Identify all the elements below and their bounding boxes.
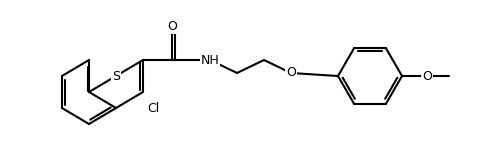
Text: NH: NH bbox=[201, 54, 219, 66]
Text: O: O bbox=[422, 70, 432, 83]
Text: Cl: Cl bbox=[147, 102, 159, 115]
Text: O: O bbox=[167, 20, 177, 32]
Text: S: S bbox=[112, 70, 120, 83]
Text: O: O bbox=[286, 66, 296, 80]
